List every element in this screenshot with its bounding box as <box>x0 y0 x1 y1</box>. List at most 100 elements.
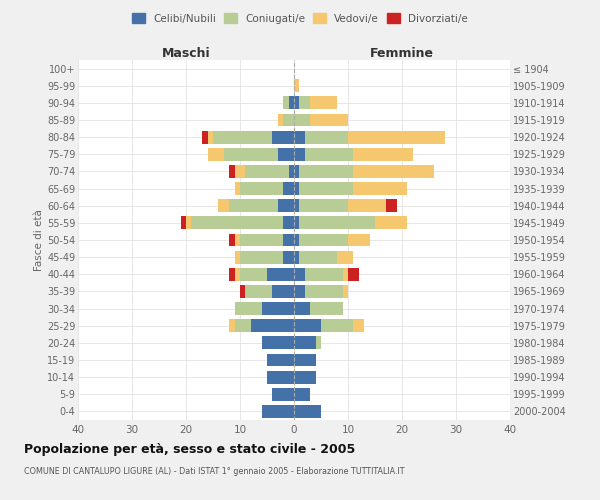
Bar <box>283 234 294 246</box>
Bar <box>272 130 294 143</box>
Bar <box>289 96 294 110</box>
Bar <box>294 302 310 315</box>
Bar <box>299 200 348 212</box>
Bar <box>283 96 289 110</box>
Text: Maschi: Maschi <box>161 47 211 60</box>
Bar <box>299 250 337 264</box>
Bar <box>229 234 235 246</box>
Bar <box>294 354 316 366</box>
Bar <box>240 268 267 280</box>
Bar <box>294 285 305 298</box>
Bar <box>305 130 348 143</box>
Bar <box>224 148 278 160</box>
Bar <box>240 234 283 246</box>
Bar <box>262 302 294 315</box>
Bar <box>229 320 235 332</box>
Bar <box>191 216 283 230</box>
Bar <box>245 165 289 178</box>
Bar <box>294 370 316 384</box>
Bar <box>240 182 283 195</box>
Bar <box>181 216 186 230</box>
Bar <box>310 114 348 126</box>
Bar <box>294 130 305 143</box>
Bar <box>229 268 235 280</box>
Bar <box>272 285 294 298</box>
Bar <box>294 80 299 92</box>
Legend: Celibi/Nubili, Coniugati/e, Vedovi/e, Divorziati/e: Celibi/Nubili, Coniugati/e, Vedovi/e, Di… <box>129 10 471 26</box>
Bar <box>294 336 316 349</box>
Bar <box>202 130 208 143</box>
Bar <box>283 114 294 126</box>
Bar <box>343 268 348 280</box>
Bar <box>299 165 353 178</box>
Bar <box>235 234 240 246</box>
Bar <box>348 268 359 280</box>
Bar <box>283 182 294 195</box>
Bar <box>208 130 213 143</box>
Bar <box>289 165 294 178</box>
Bar <box>235 182 240 195</box>
Bar <box>294 182 299 195</box>
Bar <box>229 165 235 178</box>
Bar <box>305 268 343 280</box>
Bar <box>294 96 299 110</box>
Bar <box>343 285 348 298</box>
Bar <box>294 200 299 212</box>
Bar <box>310 96 337 110</box>
Bar <box>235 268 240 280</box>
Bar <box>229 200 278 212</box>
Text: Popolazione per età, sesso e stato civile - 2005: Popolazione per età, sesso e stato civil… <box>24 442 355 456</box>
Bar <box>235 165 245 178</box>
Bar <box>294 114 310 126</box>
Bar <box>278 200 294 212</box>
Bar <box>310 302 343 315</box>
Bar <box>353 165 434 178</box>
Bar <box>283 216 294 230</box>
Text: Femmine: Femmine <box>370 47 434 60</box>
Bar <box>272 388 294 400</box>
Y-axis label: Fasce di età: Fasce di età <box>34 209 44 271</box>
Bar <box>305 148 353 160</box>
Bar <box>337 250 353 264</box>
Bar <box>278 148 294 160</box>
Bar <box>375 216 407 230</box>
Bar <box>267 370 294 384</box>
Bar <box>283 250 294 264</box>
Bar <box>294 388 310 400</box>
Bar <box>186 216 191 230</box>
Bar <box>299 96 310 110</box>
Bar <box>267 268 294 280</box>
Bar <box>294 250 299 264</box>
Bar <box>245 285 272 298</box>
Bar <box>294 216 299 230</box>
Bar <box>251 320 294 332</box>
Bar <box>262 336 294 349</box>
Bar <box>294 234 299 246</box>
Bar <box>299 234 348 246</box>
Bar <box>348 130 445 143</box>
Bar <box>213 130 272 143</box>
Bar <box>353 320 364 332</box>
Bar <box>294 165 299 178</box>
Bar <box>316 336 321 349</box>
Bar <box>299 182 353 195</box>
Bar <box>353 148 413 160</box>
Bar <box>321 320 353 332</box>
Bar <box>240 285 245 298</box>
Bar <box>294 268 305 280</box>
Bar <box>353 182 407 195</box>
Bar <box>218 200 229 212</box>
Text: COMUNE DI CANTALUPO LIGURE (AL) - Dati ISTAT 1° gennaio 2005 - Elaborazione TUTT: COMUNE DI CANTALUPO LIGURE (AL) - Dati I… <box>24 468 404 476</box>
Bar <box>299 216 375 230</box>
Bar <box>305 285 343 298</box>
Bar <box>348 234 370 246</box>
Bar <box>208 148 224 160</box>
Bar <box>235 250 240 264</box>
Bar <box>294 320 321 332</box>
Bar <box>348 200 386 212</box>
Bar <box>278 114 283 126</box>
Bar <box>235 320 251 332</box>
Bar <box>386 200 397 212</box>
Bar <box>240 250 283 264</box>
Bar <box>262 405 294 418</box>
